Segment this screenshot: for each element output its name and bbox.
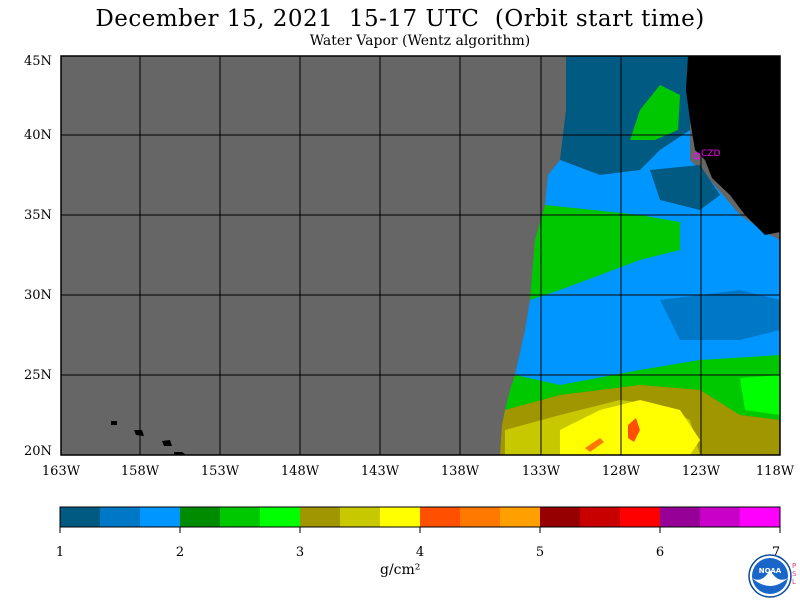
station-label: CZD: [701, 149, 720, 159]
colorbar-cell: [340, 507, 381, 527]
water-vapor-field: [500, 56, 780, 455]
vapor-band-dark-blue-north: [560, 56, 690, 175]
colorbar-unit-label: g/cm²: [380, 562, 421, 578]
lon-label: 133W: [522, 464, 561, 479]
colorbar-cell: [500, 507, 541, 527]
vapor-band-green-mid: [530, 205, 680, 300]
vapor-band-green-south: [505, 355, 780, 420]
colorbar-cell: [540, 507, 581, 527]
colorbar-ticks: [59, 527, 781, 533]
lat-label: 35N: [24, 208, 52, 223]
lat-label: 40N: [24, 128, 52, 143]
noaa-logo-text: NOAA: [759, 567, 782, 575]
lon-label: 158W: [121, 464, 160, 479]
lon-label: 148W: [281, 464, 320, 479]
colorbar-tick-label: 3: [296, 545, 304, 560]
lat-label: 20N: [24, 444, 52, 459]
map-title: December 15, 2021 15-17 UTC (Orbit start…: [95, 6, 705, 32]
colorbar-cell: [580, 507, 621, 527]
vapor-patch-dark-blue-south: [660, 290, 780, 340]
vapor-patch-orange-2: [585, 438, 604, 452]
colorbar-tick-label: 5: [536, 545, 544, 560]
map-panel: CZD: [60, 55, 781, 456]
colorbar-cell: [380, 507, 421, 527]
colorbar-tick-label: 6: [656, 545, 664, 560]
colorbar-tick-label: 4: [416, 545, 424, 560]
colorbar-cell: [620, 507, 661, 527]
longitude-axis: 163W 158W 153W 148W 143W 138W 133W 128W …: [42, 464, 795, 479]
lat-label: 45N: [24, 54, 52, 69]
island-kauai: [111, 421, 117, 425]
lon-label: 128W: [602, 464, 641, 479]
colorbar-cell: [700, 507, 741, 527]
noaa-logo[interactable]: NOAA: [748, 554, 792, 598]
vapor-patch-orange-1: [628, 418, 640, 442]
colorbar-tick-label: 7: [772, 545, 780, 560]
graticule: [61, 56, 780, 455]
lat-label: 30N: [24, 288, 52, 303]
lon-label: 143W: [361, 464, 400, 479]
colorbar-cell: [220, 507, 261, 527]
vapor-patch-dark-blue-coast: [650, 165, 720, 210]
island-oahu: [134, 430, 144, 436]
colorbar-cell: [60, 507, 101, 527]
colorbar-cell: [140, 507, 181, 527]
lon-label: 153W: [201, 464, 240, 479]
colorbar-cell: [460, 507, 501, 527]
lat-label: 25N: [24, 368, 52, 383]
colorbar-cell: [740, 507, 781, 527]
land-mass-north-america: [686, 56, 780, 235]
map-frame: [60, 55, 781, 456]
lon-label: 123W: [682, 464, 721, 479]
colorbar: 1 2 3 4 5 6 7: [56, 506, 781, 560]
map-subtitle: Water Vapor (Wentz algorithm): [309, 33, 531, 49]
colorbar-cell: [420, 507, 461, 527]
lon-label: 118W: [756, 464, 795, 479]
vapor-patch-green-north: [630, 85, 680, 140]
vapor-band-lime-south: [740, 375, 780, 415]
colorbar-cell: [260, 507, 301, 527]
colorbar-cell: [300, 507, 341, 527]
colorbar-cell: [100, 507, 141, 527]
colorbar-cell: [660, 507, 701, 527]
colorbar-tick-label: 1: [56, 545, 64, 560]
vapor-band-blue-mid: [515, 215, 780, 385]
colorbar-cells: [60, 507, 781, 527]
colorbar-tick-label: 2: [176, 545, 184, 560]
station-marker[interactable]: CZD: [693, 149, 720, 160]
station-dot: [693, 152, 701, 160]
latitude-axis: 45N 40N 35N 30N 25N 20N: [24, 54, 52, 459]
lon-label: 138W: [441, 464, 480, 479]
lon-label: 163W: [42, 464, 81, 479]
colorbar-cell: [180, 507, 221, 527]
island-maui: [162, 440, 172, 446]
